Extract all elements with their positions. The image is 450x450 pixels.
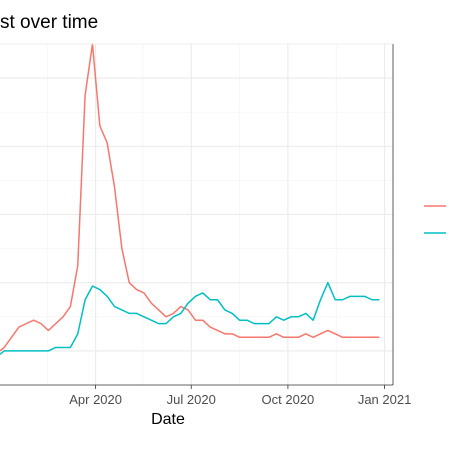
chart-title: st over time: [0, 12, 99, 33]
series-lines: [0, 43, 380, 355]
major-gridlines: [0, 44, 393, 385]
x-axis-title: Date: [151, 411, 185, 428]
series-line-2: [0, 281, 380, 355]
x-axis: [0, 43, 394, 389]
x-tick-label: Oct 2020: [262, 392, 315, 407]
x-tick-label: Apr 2020: [69, 392, 122, 407]
series-line-1: [0, 43, 380, 352]
x-tick-labels: Apr 2020 Jul 2020 Oct 2020 Jan 2021: [69, 392, 411, 407]
x-tick-label: Jul 2020: [167, 392, 216, 407]
legend: [424, 205, 446, 234]
x-tick-label: Jan 2021: [358, 392, 412, 407]
